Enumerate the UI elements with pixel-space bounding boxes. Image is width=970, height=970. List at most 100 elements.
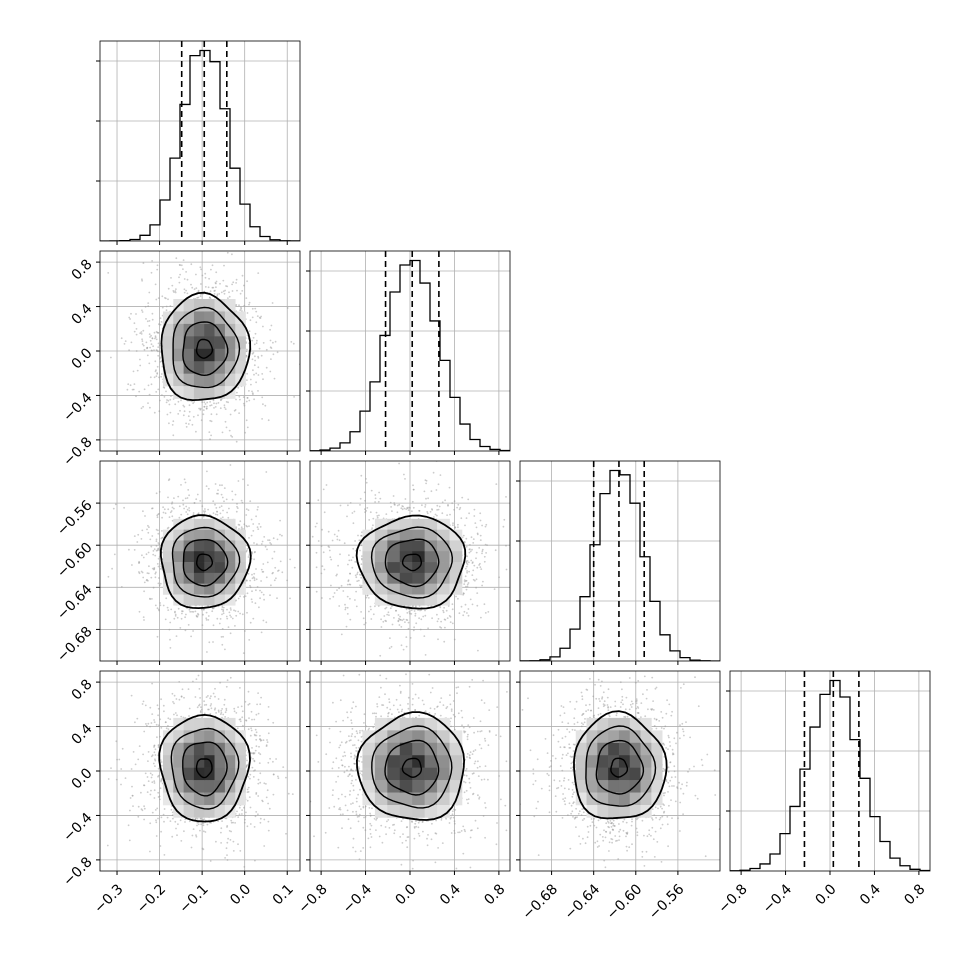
scatter-point	[153, 376, 156, 379]
scatter-point	[226, 285, 229, 288]
scatter-point	[167, 479, 170, 482]
scatter-point	[157, 714, 160, 717]
scatter-point	[192, 402, 195, 405]
scatter-point	[360, 584, 363, 587]
scatter-point	[159, 604, 162, 607]
hist-panel-1	[306, 250, 511, 455]
scatter-point	[141, 338, 144, 341]
scatter-point	[226, 608, 228, 611]
scatter-point	[465, 585, 467, 588]
scatter-point	[446, 514, 448, 516]
scatter-point	[414, 612, 417, 615]
scatter-point	[181, 610, 184, 613]
scatter-point	[195, 430, 197, 433]
scatter-point	[412, 629, 415, 632]
y-tick-label: −0.68	[54, 624, 96, 666]
scatter-point	[246, 592, 249, 595]
scatter-point	[218, 506, 221, 509]
scatter-point	[177, 413, 180, 415]
scatter-point	[330, 584, 332, 587]
scatter-point	[135, 313, 137, 315]
scatter-point	[210, 420, 213, 423]
scatter-point	[170, 608, 173, 611]
scatter-point	[152, 553, 155, 556]
scatter-point	[170, 277, 172, 279]
scatter-point	[384, 619, 387, 622]
scatter-point	[174, 613, 177, 616]
scatter-point	[107, 575, 110, 578]
scatter-point	[175, 288, 177, 290]
scatter-point	[481, 552, 483, 555]
scatter-point	[433, 516, 435, 518]
scatter-point	[363, 491, 366, 494]
scatter-point	[388, 647, 391, 650]
scatter-point	[157, 775, 159, 778]
scatter-point	[210, 707, 213, 710]
scatter-point	[393, 502, 396, 504]
scatter-point	[188, 494, 191, 497]
scatter-point	[468, 561, 470, 564]
density-cell	[162, 540, 174, 552]
scatter-point	[183, 278, 186, 280]
scatter-point	[147, 302, 150, 304]
scatter-point	[463, 610, 466, 613]
scatter-point	[495, 483, 498, 485]
scatter-point	[193, 288, 196, 290]
scatter-point	[360, 474, 363, 477]
scatter-point	[457, 523, 459, 526]
density-cell	[387, 594, 401, 606]
scatter-point	[194, 610, 197, 613]
scatter-point	[414, 614, 417, 617]
scatter-point	[169, 305, 172, 307]
scatter-point	[229, 632, 232, 635]
scatter-point	[272, 537, 275, 540]
scatter-point	[451, 622, 454, 625]
scatter-point	[220, 711, 223, 714]
scatter-point	[175, 635, 178, 637]
scatter-point	[465, 565, 468, 568]
scatter-point	[220, 493, 223, 496]
scatter-point	[259, 317, 262, 319]
scatter-point	[262, 378, 264, 381]
scatter-point	[466, 555, 469, 558]
scatter-point	[207, 487, 210, 490]
scatter-point	[171, 519, 174, 522]
scatter-point	[329, 597, 331, 600]
scatter-point	[144, 515, 146, 517]
scatter-point	[245, 579, 248, 582]
scatter-point	[154, 554, 157, 557]
scatter-point	[167, 725, 169, 727]
scatter-point	[185, 271, 188, 273]
scatter-point	[273, 550, 276, 553]
scatter-point	[220, 636, 223, 638]
scatter-point	[219, 282, 221, 285]
scatter-point	[356, 580, 359, 582]
scatter-point	[145, 579, 148, 582]
scatter-point	[481, 550, 484, 553]
scatter-point	[228, 830, 231, 832]
scatter-point	[229, 614, 232, 617]
density-cell	[183, 518, 195, 530]
scatter-point	[403, 473, 405, 476]
scatter-point	[453, 508, 455, 511]
scatter-point	[242, 652, 245, 654]
scatter-point	[256, 315, 259, 317]
scatter-point	[201, 505, 204, 508]
scatter-point	[346, 595, 349, 598]
scatter-point	[143, 581, 146, 584]
scatter-point	[475, 526, 478, 529]
scatter-point	[409, 507, 411, 509]
scatter-point	[355, 605, 358, 608]
scatter-point	[224, 857, 227, 859]
scatter-point	[157, 342, 160, 345]
scatter-point	[391, 605, 393, 608]
scatter-point	[150, 343, 153, 346]
scatter-point	[262, 563, 265, 565]
scatter-point	[186, 278, 189, 281]
scatter-point	[145, 723, 147, 725]
scatter-point	[188, 404, 191, 407]
scatter-point	[360, 576, 363, 579]
scatter-point	[374, 605, 376, 608]
scatter-point	[247, 556, 250, 558]
scatter-point	[114, 503, 117, 506]
